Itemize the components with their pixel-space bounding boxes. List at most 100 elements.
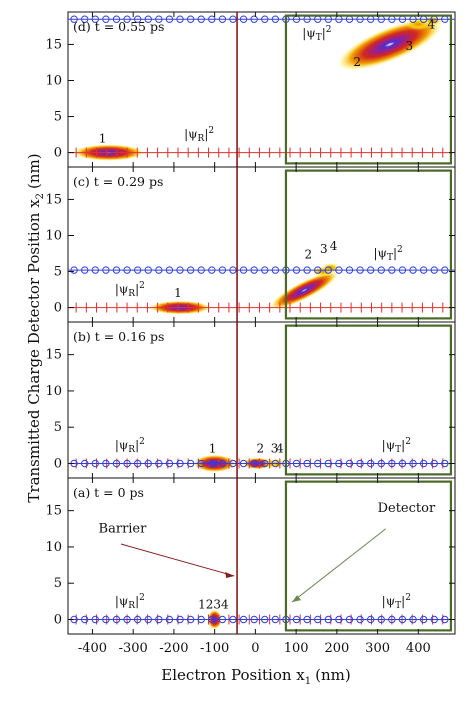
transmitted-marker: [388, 615, 396, 624]
transmitted-marker: [155, 459, 163, 468]
transmitted-marker: [398, 615, 407, 624]
y-tick-label: 15: [45, 504, 62, 519]
transmitted-marker: [335, 266, 343, 274]
barrier-arrow: [120, 543, 235, 577]
transmitted-marker: [430, 266, 438, 274]
detector-box: [284, 169, 453, 320]
y-tick-label: 5: [54, 420, 62, 435]
transmitted-marker: [70, 15, 78, 23]
transmitted-marker: [144, 266, 152, 274]
y-tick-label: 0: [54, 612, 62, 627]
barrier-annotation: Barrier: [99, 521, 148, 536]
transmitted-marker: [239, 15, 248, 23]
transmitted-marker: [356, 459, 364, 468]
transmitted-marker: [81, 15, 89, 23]
y-tick-label: 10: [45, 540, 62, 555]
transmitted-marker: [292, 266, 301, 274]
transmitted-marker: [419, 459, 428, 468]
transmitted-marker: [133, 15, 142, 23]
transmitted-marker: [356, 615, 364, 624]
transmitted-marker: [186, 459, 195, 468]
transmitted-marker: [208, 15, 216, 23]
transmitted-marker: [335, 615, 343, 624]
transmitted-marker: [112, 15, 121, 23]
transmitted-marker: [102, 266, 110, 274]
panel: 0 5 10 15 (c) t = 0.29 ps |ψT|2 |ψR|2 1 2 3 4: [45, 166, 456, 323]
packet-label: 2: [353, 55, 361, 69]
transmitted-marker: [165, 459, 174, 468]
transmitted-marker: [261, 266, 269, 274]
transmitted-marker: [409, 459, 417, 468]
packet-label: 2: [256, 442, 264, 456]
transmitted-marker: [419, 266, 428, 274]
transmitted-marker: [144, 15, 152, 23]
x-tick-label: -300: [119, 641, 148, 656]
axis-titles: Electron Position x1 (nm) Transmitted Cha…: [25, 153, 351, 687]
y-tick-label: 10: [45, 228, 62, 243]
y-tick-label: 15: [45, 348, 62, 363]
transmitted-marker: [208, 459, 216, 468]
transmitted-marker: [176, 266, 184, 274]
transmitted-marker: [271, 615, 280, 624]
x-tick-label: 100: [284, 641, 309, 656]
transmitted-marker: [186, 266, 195, 274]
psi-label: |ψR|2: [115, 593, 145, 611]
transmitted-marker: [91, 15, 99, 23]
transmitted-marker: [366, 615, 375, 624]
transmitted-marker: [239, 615, 248, 624]
transmitted-marker: [261, 459, 269, 468]
transmitted-marker: [419, 615, 428, 624]
transmitted-marker: [176, 459, 184, 468]
packet-label: 3: [406, 39, 414, 53]
transmitted-marker: [314, 459, 322, 468]
transmitted-marker: [398, 266, 407, 274]
detector-box: [284, 480, 453, 632]
transmitted-marker: [112, 266, 121, 274]
y-tick-label: 5: [54, 110, 62, 125]
transmitted-marker: [91, 459, 99, 468]
panel: 0 5 10 15 (b) t = 0.16 ps |ψT|2 |ψR|2 1 2 34: [45, 321, 456, 479]
transmitted-marker: [155, 615, 163, 624]
packet-label: 3: [320, 242, 328, 256]
transmitted-marker: [133, 266, 142, 274]
packet-label: 4: [276, 442, 284, 456]
transmitted-marker: [430, 615, 438, 624]
transmitted-marker: [208, 615, 216, 624]
transmitted-marker: [324, 615, 333, 624]
transmitted-marker: [123, 615, 131, 624]
x-tick-label: -100: [200, 641, 229, 656]
transmitted-marker: [441, 266, 449, 274]
transmitted-marker: [102, 459, 110, 468]
transmitted-marker: [303, 266, 311, 274]
detector-box: [284, 324, 453, 476]
transmitted-marker: [229, 615, 237, 624]
x-tick-label: 400: [406, 641, 431, 656]
transmitted-marker: [409, 615, 417, 624]
transmitted-marker: [345, 459, 354, 468]
panel-label: (b) t = 0.16 ps: [73, 329, 164, 344]
transmitted-marker: [250, 615, 258, 624]
transmitted-marker: [197, 266, 205, 274]
transmitted-marker: [388, 459, 396, 468]
y-tick-label: 10: [45, 384, 62, 399]
wavepacket-2: [270, 271, 339, 310]
y-tick-label: 0: [54, 146, 62, 161]
transmitted-marker: [123, 266, 131, 274]
transmitted-marker: [303, 459, 311, 468]
transmitted-marker: [186, 15, 195, 23]
transmitted-marker: [155, 15, 163, 23]
transmitted-marker: [292, 615, 301, 624]
panel-frame: [67, 477, 456, 635]
transmitted-marker: [102, 615, 110, 624]
transmitted-marker: [208, 266, 216, 274]
x-tick-label: 200: [324, 641, 349, 656]
transmitted-marker: [123, 459, 131, 468]
transmitted-marker: [366, 459, 375, 468]
detector-arrowhead: [292, 595, 302, 603]
transmitted-marker: [388, 266, 396, 274]
x-axis-title: Electron Position x1 (nm): [161, 666, 350, 687]
transmitted-marker: [366, 266, 375, 274]
transmitted-marker: [218, 459, 227, 468]
